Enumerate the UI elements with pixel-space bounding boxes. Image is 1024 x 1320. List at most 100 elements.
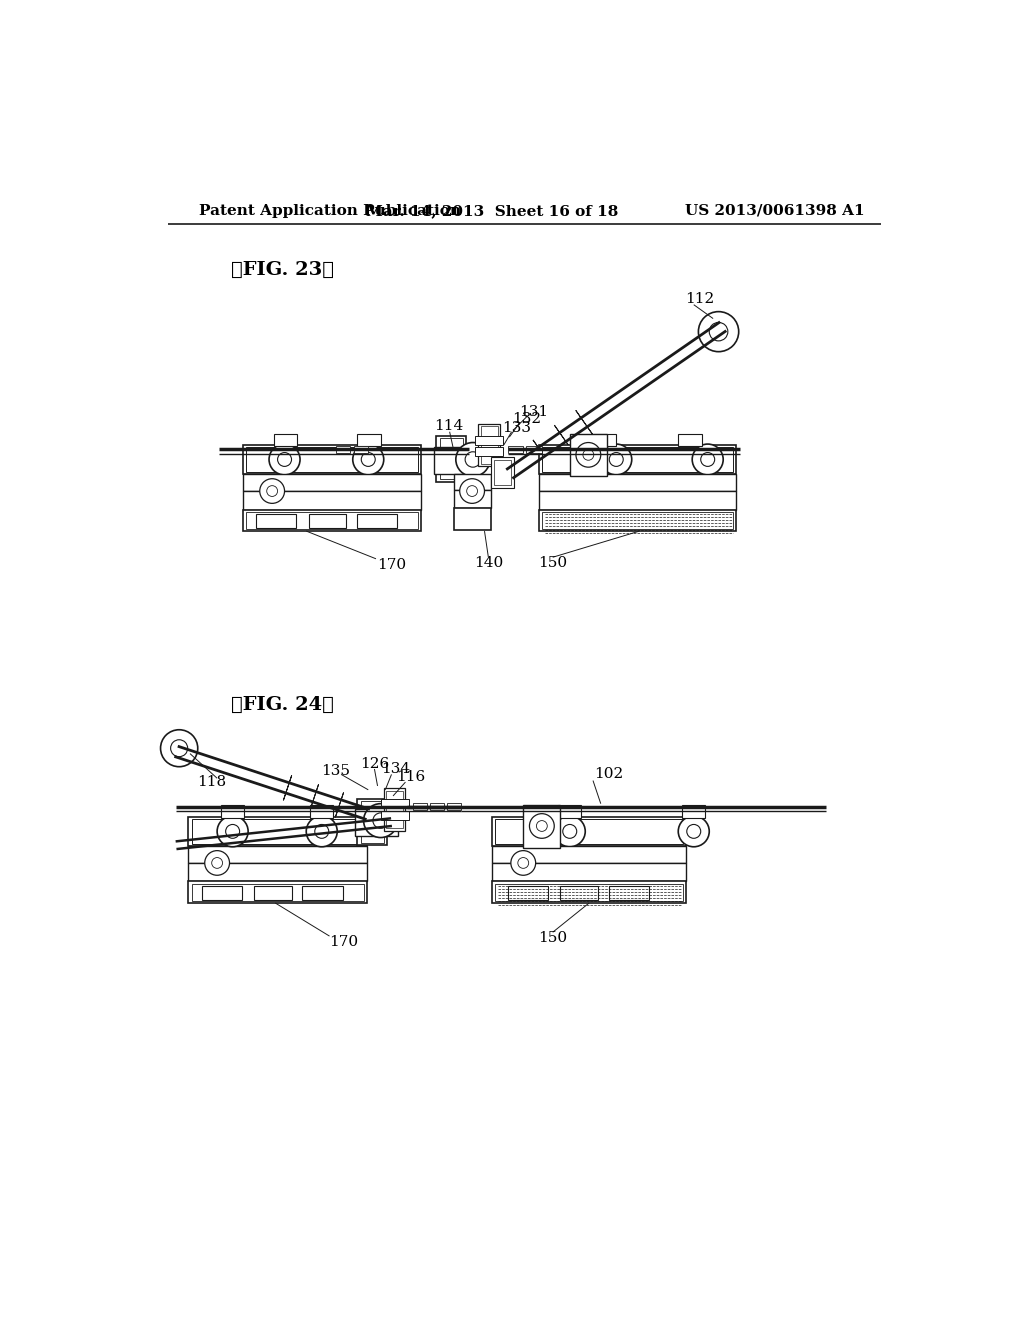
- Text: US 2013/0061398 A1: US 2013/0061398 A1: [685, 203, 864, 218]
- Bar: [386, 791, 403, 829]
- Bar: [593, 434, 616, 446]
- Bar: [490, 457, 514, 488]
- Circle shape: [361, 453, 375, 466]
- Text: 118: 118: [198, 775, 226, 789]
- Text: 134: 134: [382, 762, 411, 776]
- Bar: [447, 803, 461, 809]
- Text: 133: 133: [503, 421, 531, 434]
- Bar: [678, 434, 701, 446]
- Text: 140: 140: [474, 557, 503, 570]
- Circle shape: [609, 453, 624, 466]
- Circle shape: [314, 825, 329, 838]
- Polygon shape: [554, 425, 571, 449]
- Text: 150: 150: [539, 932, 567, 945]
- Text: 【FIG. 23】: 【FIG. 23】: [231, 261, 334, 279]
- Text: 126: 126: [359, 758, 389, 771]
- Text: 112: 112: [685, 292, 715, 305]
- Bar: [454, 490, 490, 508]
- Circle shape: [678, 816, 710, 847]
- Bar: [430, 803, 444, 809]
- Bar: [360, 801, 384, 843]
- Circle shape: [266, 486, 278, 496]
- Circle shape: [456, 442, 489, 477]
- Circle shape: [373, 813, 388, 829]
- Circle shape: [306, 816, 337, 847]
- Circle shape: [692, 444, 723, 475]
- Bar: [246, 512, 418, 529]
- Bar: [493, 882, 686, 903]
- Bar: [414, 803, 427, 809]
- Bar: [356, 515, 397, 528]
- Bar: [542, 447, 733, 471]
- Bar: [682, 805, 706, 817]
- Bar: [478, 424, 500, 466]
- Circle shape: [583, 450, 594, 461]
- Bar: [254, 886, 292, 900]
- Bar: [475, 436, 503, 445]
- Text: 170: 170: [377, 558, 407, 572]
- Bar: [243, 510, 421, 531]
- Bar: [310, 805, 334, 817]
- Polygon shape: [575, 411, 593, 434]
- Circle shape: [161, 730, 198, 767]
- Bar: [354, 446, 369, 453]
- Circle shape: [575, 442, 601, 467]
- Bar: [308, 515, 346, 528]
- Polygon shape: [532, 440, 550, 463]
- Circle shape: [460, 479, 484, 503]
- Bar: [188, 882, 367, 903]
- Circle shape: [537, 821, 547, 832]
- Bar: [336, 446, 349, 453]
- Bar: [381, 799, 409, 808]
- Bar: [188, 846, 367, 863]
- Bar: [302, 886, 343, 900]
- Circle shape: [260, 479, 285, 503]
- Bar: [243, 491, 421, 510]
- Bar: [539, 445, 736, 474]
- Circle shape: [563, 825, 577, 838]
- Text: 116: 116: [396, 771, 426, 784]
- Circle shape: [710, 322, 728, 341]
- Circle shape: [225, 825, 240, 838]
- Bar: [243, 474, 421, 491]
- Text: 170: 170: [329, 936, 358, 949]
- Bar: [221, 805, 245, 817]
- Bar: [493, 863, 686, 882]
- Bar: [560, 886, 598, 900]
- Bar: [454, 474, 490, 490]
- Polygon shape: [284, 775, 292, 800]
- Bar: [523, 805, 560, 847]
- Circle shape: [467, 486, 477, 496]
- Polygon shape: [310, 784, 318, 809]
- Circle shape: [465, 451, 480, 467]
- Circle shape: [364, 804, 397, 838]
- Bar: [246, 447, 418, 471]
- Circle shape: [700, 453, 715, 466]
- Bar: [256, 515, 296, 528]
- Text: Mar. 14, 2013  Sheet 16 of 18: Mar. 14, 2013 Sheet 16 of 18: [366, 203, 618, 218]
- Circle shape: [205, 850, 229, 875]
- Bar: [569, 434, 607, 477]
- Bar: [191, 818, 364, 843]
- Text: 102: 102: [594, 767, 624, 781]
- Circle shape: [529, 813, 554, 838]
- Polygon shape: [335, 792, 344, 817]
- Bar: [384, 788, 406, 830]
- Bar: [355, 809, 397, 836]
- Bar: [539, 491, 736, 510]
- Text: 135: 135: [322, 763, 350, 777]
- Text: 150: 150: [539, 557, 567, 570]
- Bar: [496, 818, 683, 843]
- Bar: [273, 434, 297, 446]
- Bar: [539, 510, 736, 531]
- Circle shape: [278, 453, 292, 466]
- Bar: [454, 508, 490, 529]
- Circle shape: [352, 444, 384, 475]
- Text: Patent Application Publication: Patent Application Publication: [200, 203, 461, 218]
- Circle shape: [687, 825, 700, 838]
- Bar: [508, 886, 548, 900]
- Bar: [191, 884, 364, 900]
- Bar: [539, 474, 736, 491]
- Bar: [202, 886, 242, 900]
- Bar: [494, 461, 511, 484]
